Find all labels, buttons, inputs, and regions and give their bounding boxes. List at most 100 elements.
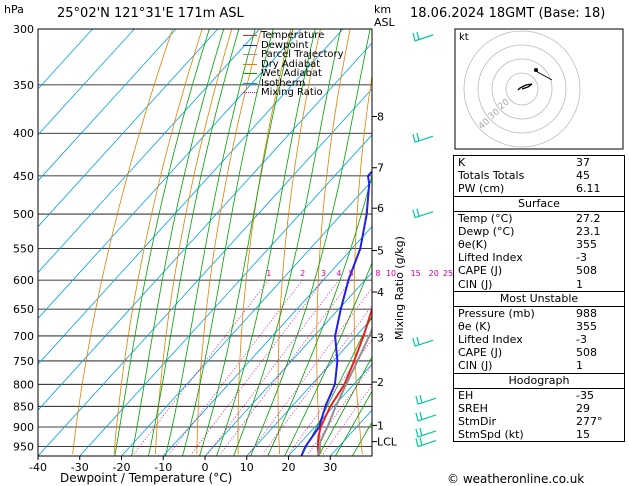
- wind-barb: [415, 411, 437, 422]
- unstable-index-row: θe (K) 355: [454, 320, 624, 333]
- index-label: CIN (J): [458, 277, 493, 291]
- index-value: 37: [576, 156, 590, 169]
- legend-item: Isotherm: [243, 77, 344, 89]
- wet-adiabat-line: [334, 390, 372, 456]
- asl-label: ASL: [374, 16, 395, 29]
- pressure-tick-label: 850: [13, 400, 34, 413]
- hodograph-trace: [517, 83, 533, 91]
- index-value: 1: [576, 277, 583, 291]
- legend-label: Temperature: [261, 30, 325, 41]
- dry-adiabat-line: [316, 29, 351, 455]
- isotherm-line: [204, 271, 372, 456]
- hodograph-index-row: StmDir 277°: [454, 415, 624, 428]
- km-tick-label: 3: [377, 332, 384, 345]
- mixing-ratio-label: 1: [266, 269, 271, 278]
- background-lines: [38, 29, 372, 456]
- index-value: -3: [576, 251, 587, 265]
- hpa-axis-label: hPa: [4, 3, 24, 16]
- mixing-ratio-label: 2: [300, 269, 305, 278]
- dry-adiabat-line: [237, 29, 292, 455]
- surface-index-row: Lifted Index -3: [454, 251, 624, 264]
- index-value: 29: [576, 401, 590, 415]
- isotherm-line: [121, 180, 372, 456]
- pressure-tick-label: 800: [13, 378, 34, 391]
- wet-adiabat-line: [284, 261, 372, 456]
- index-value: 45: [576, 169, 590, 183]
- mixing-ratio-line: [133, 279, 270, 455]
- km-tick-label: 1: [377, 419, 384, 432]
- wet-adiabat-line: [216, 29, 316, 456]
- x-tick-label: -10: [154, 461, 172, 474]
- isotherm-line: [246, 317, 372, 456]
- location-title: 25°02'N 121°31'E 171m ASL: [57, 6, 244, 21]
- pressure-tick-label: 350: [13, 79, 34, 92]
- index-value: 355: [576, 237, 597, 251]
- dry-adiabat-line: [353, 72, 372, 455]
- basic-indices: K 37 Totals Totals 45 PW (cm) 6.11: [454, 156, 624, 197]
- index-value: 15: [576, 428, 590, 442]
- wet-adiabat-line: [250, 29, 371, 456]
- hodograph-kt-label: kt: [459, 32, 469, 43]
- mixing-ratio-axis-label: Mixing Ratio (g/kg): [393, 236, 406, 340]
- profiles: [300, 170, 372, 456]
- wind-barb: [412, 31, 434, 42]
- legend-label: Dry Adiabat: [261, 58, 321, 70]
- mixing-ratio-line: [288, 339, 372, 455]
- x-axis-label: Dewpoint / Temperature (°C): [60, 471, 233, 485]
- legend-item: Wet Adiabat: [243, 69, 344, 79]
- mixing-ratio-label: 3: [321, 269, 326, 278]
- wet-adiabat-line: [318, 355, 372, 456]
- most-unstable-section: Most Unstable Pressure (mb) 988 θe (K) 355 L…: [454, 292, 624, 374]
- wind-barb: [412, 133, 434, 143]
- legend-swatch: [243, 35, 257, 37]
- wet-adiabat-line: [199, 29, 294, 456]
- index-label: Lifted Index: [458, 333, 523, 347]
- pressure-tick-label: 700: [13, 330, 34, 343]
- wind-barb: [412, 337, 434, 347]
- km-tick-label: 6: [377, 202, 384, 215]
- pressure-tick-label: 950: [13, 441, 34, 454]
- hodograph-ring: [491, 58, 553, 120]
- isotherm-line: [38, 29, 219, 228]
- km-tick-label: 4: [377, 286, 384, 299]
- unstable-index-row: CIN (J) 1: [454, 359, 624, 372]
- legend-swatch: [243, 44, 257, 46]
- dry-adiabat-line: [196, 29, 262, 455]
- hodograph-ring: [505, 72, 539, 106]
- index-value: -3: [576, 333, 587, 347]
- km-tick-label: LCL: [377, 436, 398, 449]
- index-label: Temp (°C): [458, 211, 513, 225]
- legend-label: Isotherm: [261, 77, 306, 89]
- pressure-tick-label: 600: [13, 274, 34, 287]
- index-value: 27.2: [576, 211, 601, 225]
- hodograph-title: Hodograph: [454, 374, 624, 389]
- wind-barb: [415, 395, 437, 405]
- index-label: Pressure (mb): [458, 306, 535, 320]
- km-label: km: [374, 3, 392, 16]
- unstable-index-row: Pressure (mb) 988: [454, 307, 624, 320]
- index-value: 277°: [576, 415, 603, 428]
- basic-index-row: K 37: [454, 156, 624, 169]
- legend-swatch: [243, 82, 257, 84]
- series-line-temperature: [316, 306, 372, 456]
- hodograph-index-row: SREH 29: [454, 402, 624, 415]
- wet-adiabat-line: [148, 29, 240, 456]
- legend-swatch: [243, 54, 257, 56]
- legend-item: Mixing Ratio: [243, 88, 344, 98]
- hodograph-ring: [463, 30, 581, 148]
- legend-item: Dry Adiabat: [243, 58, 344, 70]
- basic-index-row: PW (cm) 6.11: [454, 182, 624, 195]
- isotherm-line: [38, 29, 177, 182]
- mixing-ratio-label: 20: [429, 269, 439, 278]
- mixing-ratio-line: [262, 305, 372, 455]
- mixing-ratio-label: 8: [375, 269, 380, 278]
- wind-barb: [412, 208, 434, 219]
- km-tick-label: 7: [377, 162, 384, 175]
- x-tick-label: 10: [240, 461, 254, 474]
- dry-adiabat-line: [72, 29, 173, 455]
- axes: 3003504004505005506006507007508008509009…: [13, 23, 453, 474]
- datetime-title: 18.06.2024 18GMT (Base: 18): [410, 6, 606, 21]
- legend-item: Dewpoint: [243, 40, 344, 51]
